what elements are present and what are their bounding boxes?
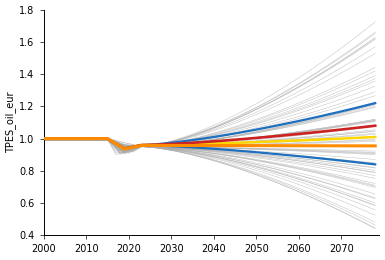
Y-axis label: TPES_oil_eur: TPES_oil_eur [5, 92, 17, 153]
